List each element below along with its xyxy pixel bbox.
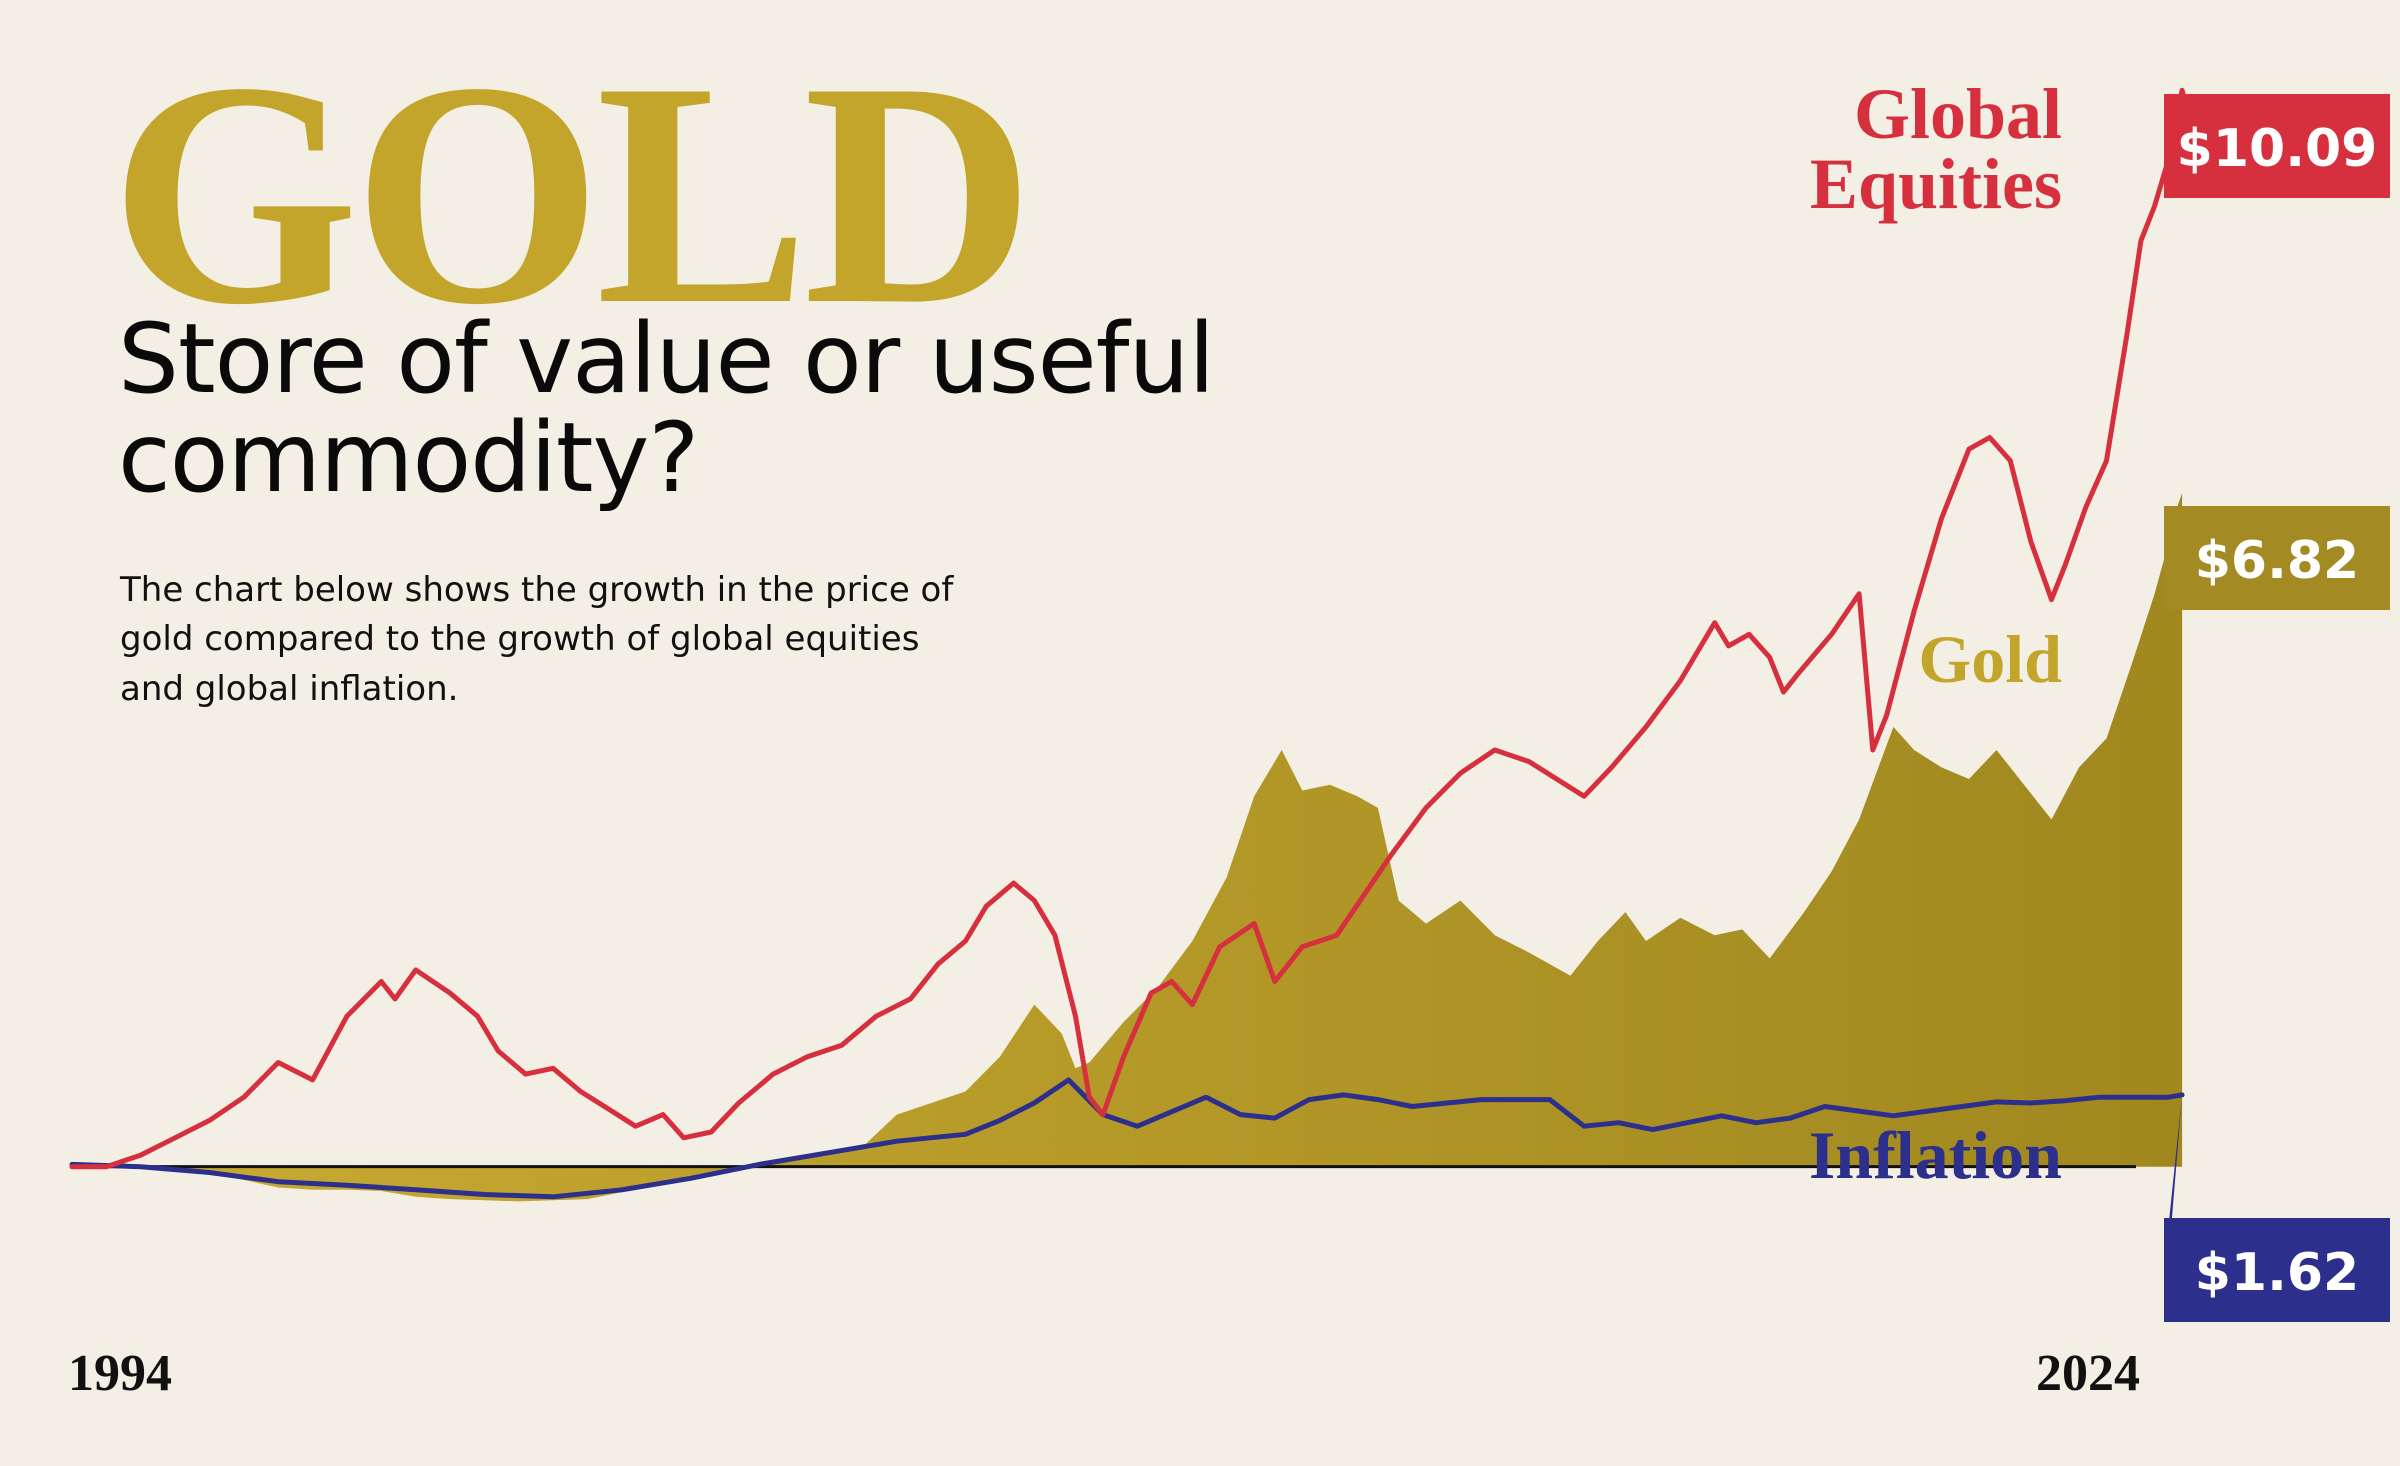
x-tick-end: 2024 <box>2036 1345 2140 1402</box>
gold-label: Gold <box>1918 621 2062 697</box>
global-equities-end-value: $10.09 <box>2177 119 2378 179</box>
global-equities-value-tag: $10.09 <box>2164 94 2390 198</box>
inflation-tag-box <box>2164 1218 2390 1322</box>
gold-area <box>72 493 2183 1202</box>
brand-title: GOLD <box>110 17 1034 371</box>
gold-end-value: $6.82 <box>2195 531 2359 591</box>
equities-label-line-1: Global <box>1854 74 2062 154</box>
gold-tag-box <box>2164 506 2390 610</box>
chart-description: The chart below shows the growth in the … <box>120 570 954 709</box>
gold-value-tag: $6.82 <box>2164 493 2390 610</box>
inflation-end-value: $1.62 <box>2195 1243 2359 1303</box>
global-equities-line <box>69 87 2192 1170</box>
headline: Store of value or useful commodity? <box>118 303 1215 514</box>
inflation-label: Inflation <box>1809 1117 2062 1193</box>
inflation-line <box>69 1077 2185 1200</box>
global-equities-tag-box <box>2164 94 2390 198</box>
equities-label-line-2: Equities <box>1810 144 2062 224</box>
x-tick-start: 1994 <box>68 1345 172 1402</box>
inflation-value-tag: $1.62 <box>2164 1094 2390 1322</box>
